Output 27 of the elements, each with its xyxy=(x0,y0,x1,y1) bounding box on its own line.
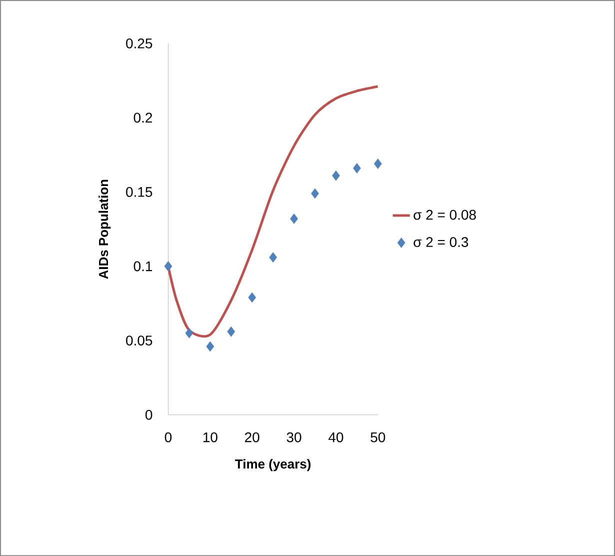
point xyxy=(269,252,277,262)
x-tick-label: 30 xyxy=(286,432,302,442)
x-tick-label: 40 xyxy=(328,432,344,442)
point xyxy=(290,213,298,224)
y-tick-label: 0.15 xyxy=(126,186,152,197)
point xyxy=(248,292,256,303)
legend-label: σ 2 = 0.3 xyxy=(414,237,468,247)
y-tick-label: 0.1 xyxy=(134,261,152,272)
x-tick-label: 50 xyxy=(370,432,386,442)
x-axis-title: Time (years) xyxy=(235,459,311,472)
x-tick-label: 20 xyxy=(245,432,260,442)
x-tick-label: 0 xyxy=(164,432,172,442)
point xyxy=(206,341,214,352)
point xyxy=(227,326,236,337)
point xyxy=(352,162,361,174)
point xyxy=(185,328,194,338)
point xyxy=(332,170,340,181)
x-tick-label: 10 xyxy=(203,432,218,442)
y-tick-label: 0.05 xyxy=(126,336,152,346)
point xyxy=(311,188,319,199)
y-tick-label: 0 xyxy=(145,410,152,420)
y-axis-title: AIDs Population xyxy=(98,180,111,279)
legend-label: σ 2 = 0.08 xyxy=(414,210,476,220)
y-tick-label: 0.2 xyxy=(134,112,152,123)
y-tick-label: 0.25 xyxy=(126,38,152,48)
point xyxy=(374,158,382,169)
point xyxy=(164,261,172,272)
